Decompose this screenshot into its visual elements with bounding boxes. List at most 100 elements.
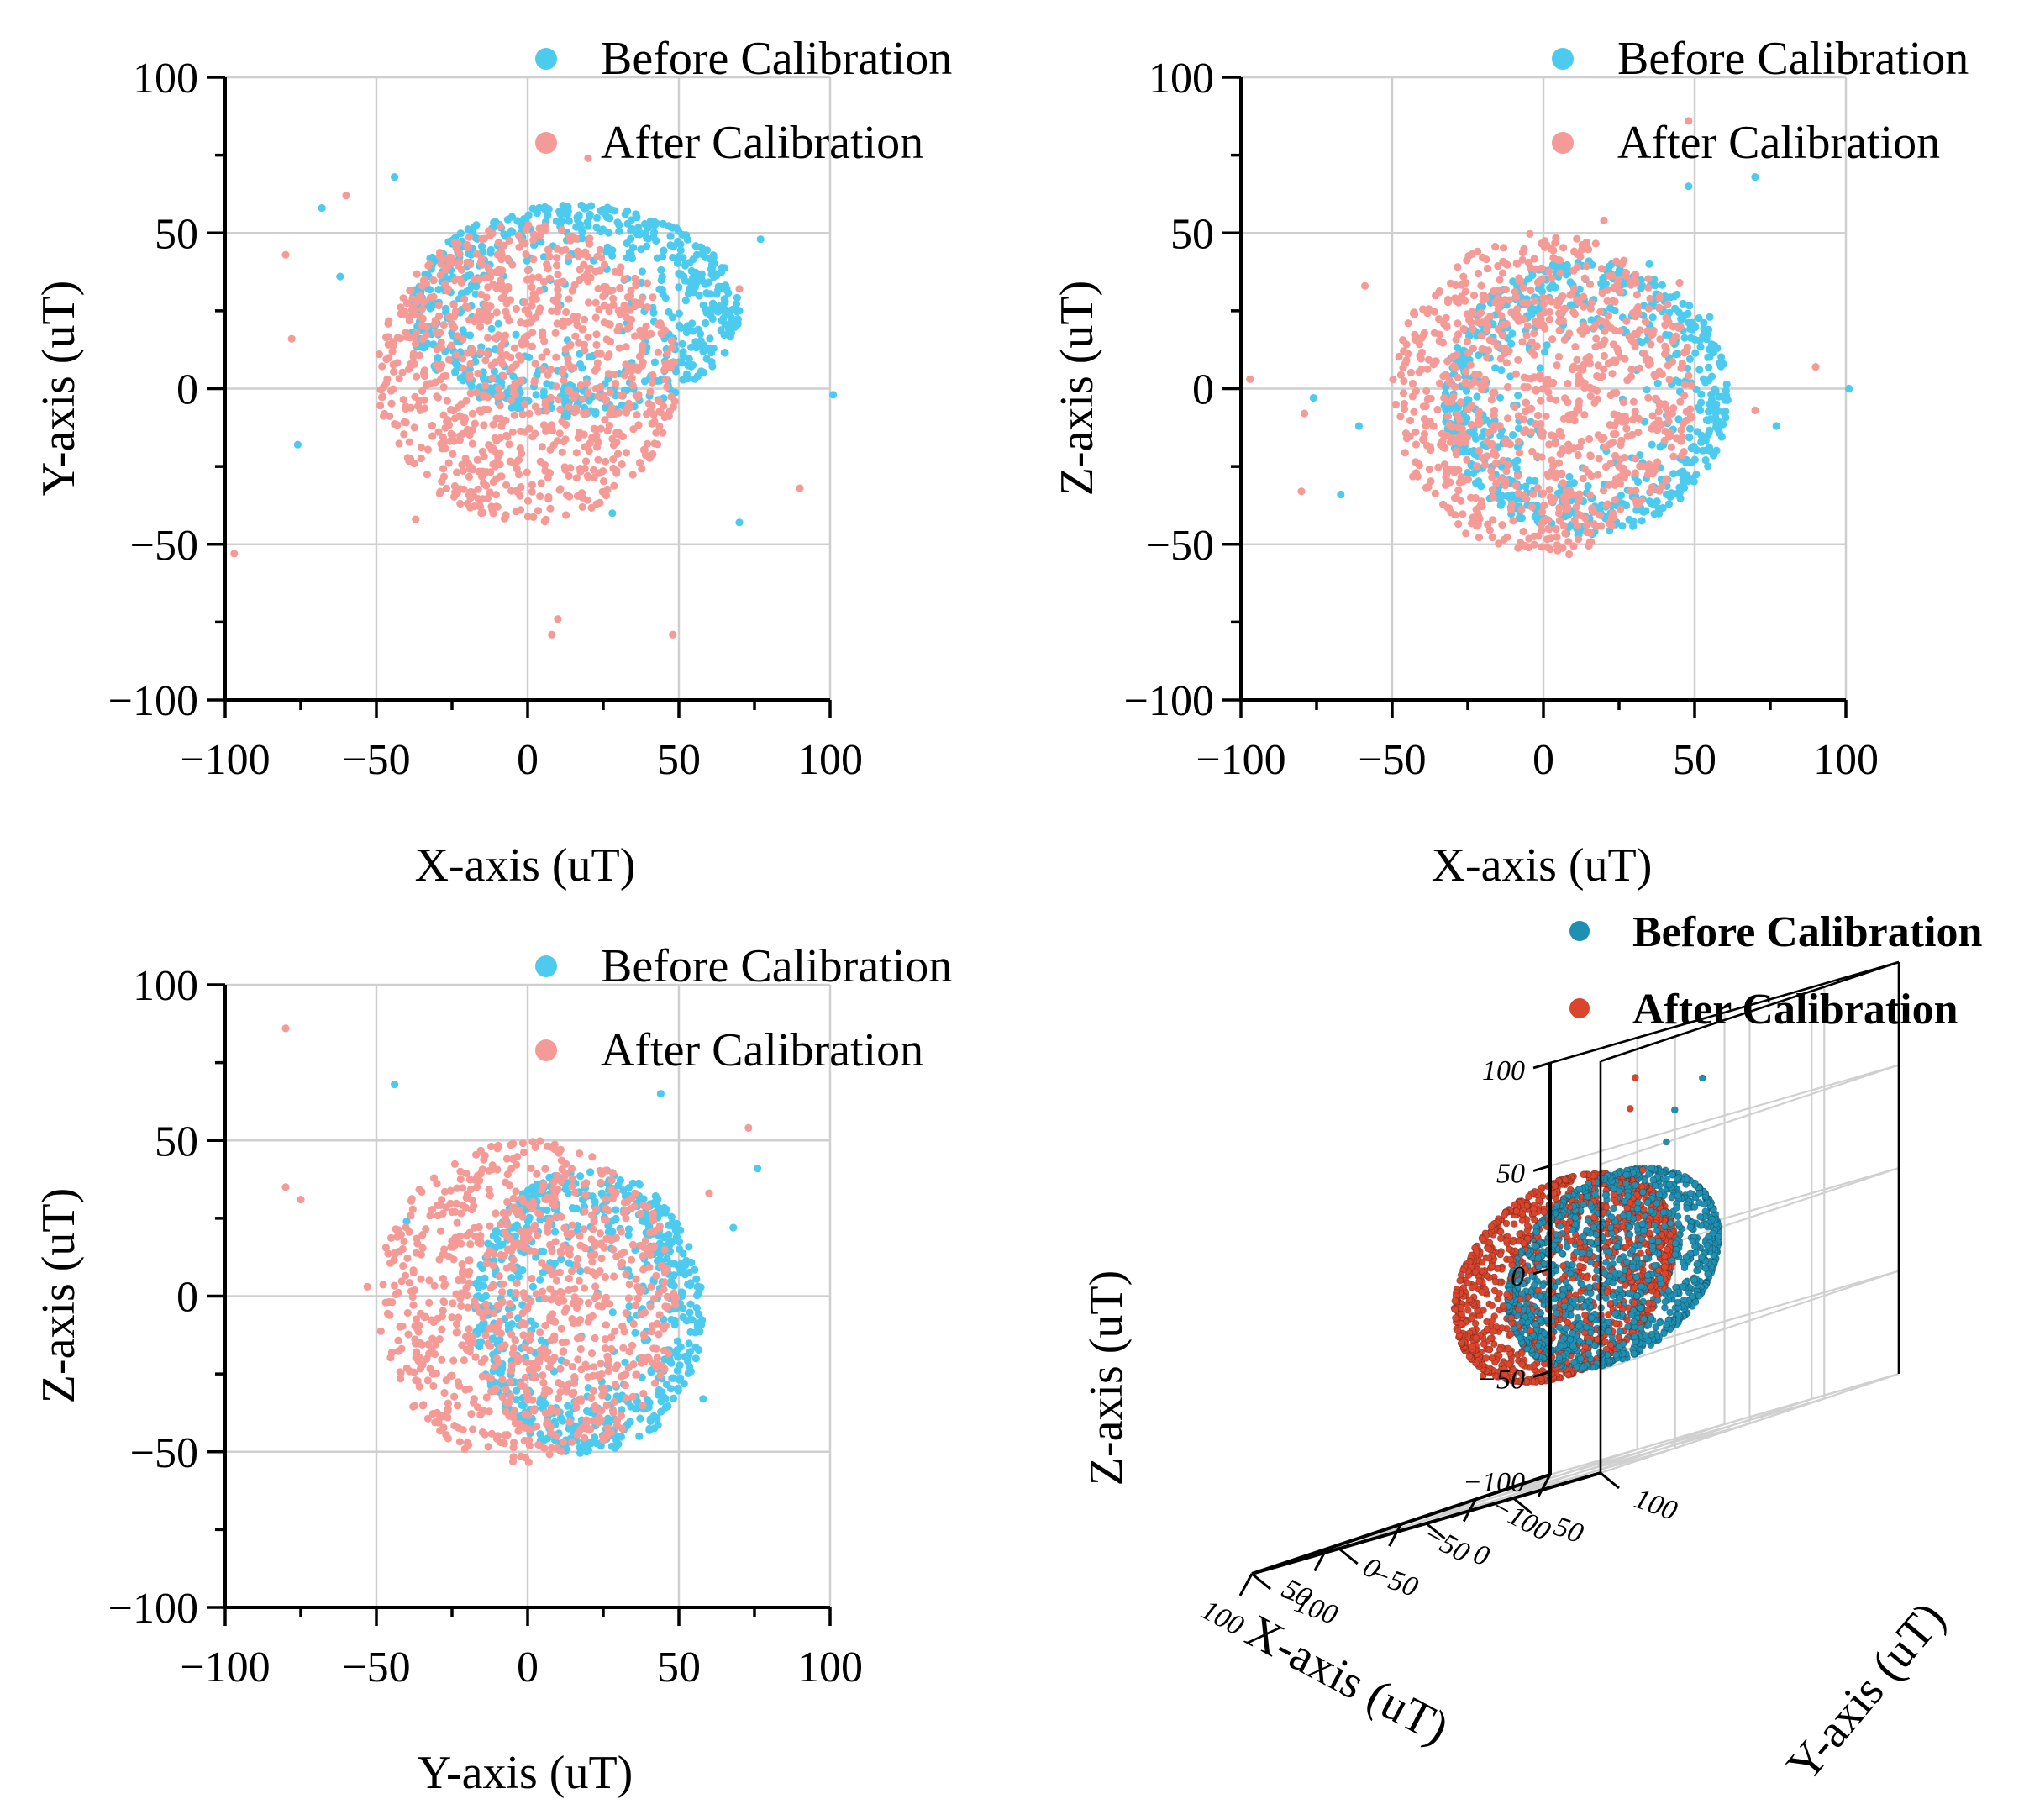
data-point xyxy=(1438,429,1446,438)
data-point xyxy=(484,393,492,402)
data-point xyxy=(469,1339,477,1347)
data-point xyxy=(1498,492,1506,501)
data-point xyxy=(503,1197,512,1207)
data-point xyxy=(533,1423,541,1431)
data-point xyxy=(1561,529,1569,538)
data-point xyxy=(1519,527,1527,536)
data-point xyxy=(1511,402,1519,411)
data-point xyxy=(691,1354,700,1363)
data-point xyxy=(576,266,584,274)
data-point xyxy=(596,498,604,507)
data-point-outlier xyxy=(729,1223,738,1232)
data-point xyxy=(639,1252,647,1260)
data-point-outlier xyxy=(230,550,239,558)
data-point xyxy=(557,1324,565,1333)
data-point xyxy=(418,1244,427,1252)
data-point xyxy=(482,1307,492,1316)
data-point xyxy=(462,240,471,249)
data-point xyxy=(1654,504,1663,513)
data-point xyxy=(476,1308,484,1317)
data-point xyxy=(496,1318,504,1326)
data-point xyxy=(586,1168,595,1176)
data-point xyxy=(1491,460,1500,468)
data-point xyxy=(682,1256,691,1265)
data-point xyxy=(556,405,565,413)
data-point xyxy=(528,1396,537,1404)
data-point xyxy=(1502,467,1511,476)
data-point xyxy=(583,1266,591,1275)
data-point xyxy=(545,1363,554,1371)
data-point xyxy=(561,420,570,429)
data-point xyxy=(1702,416,1711,424)
data-point xyxy=(627,234,635,243)
data-point xyxy=(625,323,633,331)
data-point xyxy=(609,301,618,309)
data-point xyxy=(628,471,637,479)
data-point xyxy=(423,445,433,454)
x-tick-label: 50 xyxy=(657,736,701,784)
x-tick-label: −100 xyxy=(180,736,270,784)
data-point-outlier xyxy=(363,1282,371,1291)
data-point xyxy=(570,394,578,402)
data-point xyxy=(519,1197,528,1206)
data-point xyxy=(617,1412,626,1420)
data-point xyxy=(681,276,689,285)
data-point xyxy=(603,426,612,435)
data-point xyxy=(581,457,591,466)
data-point xyxy=(618,1372,626,1381)
data-point xyxy=(1466,360,1475,369)
data-point xyxy=(568,1438,576,1446)
data-point xyxy=(638,332,647,341)
data-point xyxy=(1553,546,1562,555)
data-point xyxy=(1594,471,1602,479)
data-point xyxy=(679,1313,687,1322)
data-point xyxy=(589,1386,597,1395)
data-point xyxy=(432,329,440,337)
data-point xyxy=(518,238,527,246)
data-point xyxy=(1404,350,1412,358)
data-point xyxy=(568,1221,576,1229)
data-point xyxy=(635,1432,644,1440)
data-point xyxy=(407,361,416,370)
data-point xyxy=(449,1356,458,1365)
data-point xyxy=(576,276,584,285)
data-point xyxy=(518,1228,526,1236)
data-point xyxy=(1527,286,1535,295)
data-point xyxy=(678,339,686,348)
data-point xyxy=(655,1330,663,1339)
data-point xyxy=(674,227,683,235)
data-point xyxy=(581,1191,590,1199)
data-point xyxy=(435,489,444,497)
data-point xyxy=(501,1341,509,1349)
data-point xyxy=(628,374,636,382)
data-point xyxy=(633,411,641,419)
data-point xyxy=(1502,359,1511,367)
data-point xyxy=(516,444,524,453)
data-point xyxy=(584,298,593,307)
data-point xyxy=(406,287,414,295)
data-point xyxy=(1593,371,1601,381)
data-point xyxy=(614,307,623,315)
data-point xyxy=(591,1205,601,1213)
data-point xyxy=(546,504,555,513)
data-point xyxy=(609,1245,618,1254)
data-point xyxy=(587,1439,596,1448)
data-point xyxy=(639,1389,648,1398)
data-point xyxy=(635,459,644,467)
data-point xyxy=(565,402,573,411)
data-point xyxy=(479,1281,488,1290)
data-point xyxy=(592,340,601,349)
data-point xyxy=(485,1186,493,1194)
data-point xyxy=(576,1149,584,1158)
data-point xyxy=(1711,385,1719,393)
data-point xyxy=(471,1353,480,1361)
data-point xyxy=(673,259,682,267)
data-point xyxy=(1604,500,1612,508)
data-point xyxy=(540,337,549,345)
data-point xyxy=(461,1203,470,1212)
data-point xyxy=(467,382,476,391)
data-point xyxy=(1559,317,1567,325)
data-point xyxy=(1399,336,1407,345)
data-point xyxy=(664,1221,673,1229)
data-point xyxy=(702,308,711,317)
